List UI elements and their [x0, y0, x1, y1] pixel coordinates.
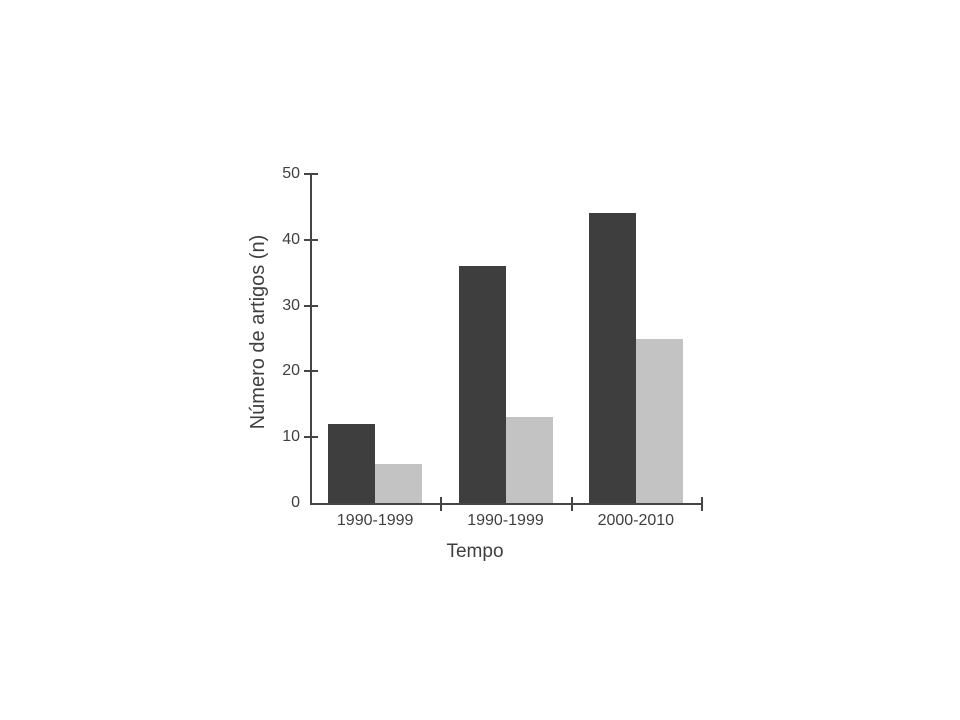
y-axis-line [310, 174, 312, 505]
y-tick [304, 238, 318, 241]
x-category-label: 1990-1999 [467, 512, 544, 529]
x-tick [701, 497, 703, 511]
y-tick [304, 370, 318, 373]
x-axis-title: Tempo [446, 541, 504, 562]
y-tick-label: 30 [282, 296, 300, 314]
y-tick [304, 304, 318, 307]
bar-light [505, 417, 553, 503]
bar-dark [328, 424, 376, 503]
bar-light [375, 463, 423, 503]
bar-dark [458, 266, 506, 503]
x-category-label: 1990-1999 [336, 512, 414, 529]
y-tick-label: 10 [282, 428, 300, 446]
y-tick-label: 50 [282, 165, 300, 182]
y-tick-label: 20 [282, 362, 300, 380]
bar-light [635, 338, 683, 503]
y-tick [304, 436, 318, 439]
y-tick-label: 40 [282, 230, 300, 248]
x-tick [570, 497, 573, 511]
x-category-label: 2000-2010 [597, 512, 675, 529]
x-axis-line [310, 503, 703, 505]
bar-dark [588, 213, 636, 503]
y-tick [304, 173, 318, 175]
y-tick-label: 0 [291, 494, 300, 511]
x-tick [440, 497, 443, 511]
